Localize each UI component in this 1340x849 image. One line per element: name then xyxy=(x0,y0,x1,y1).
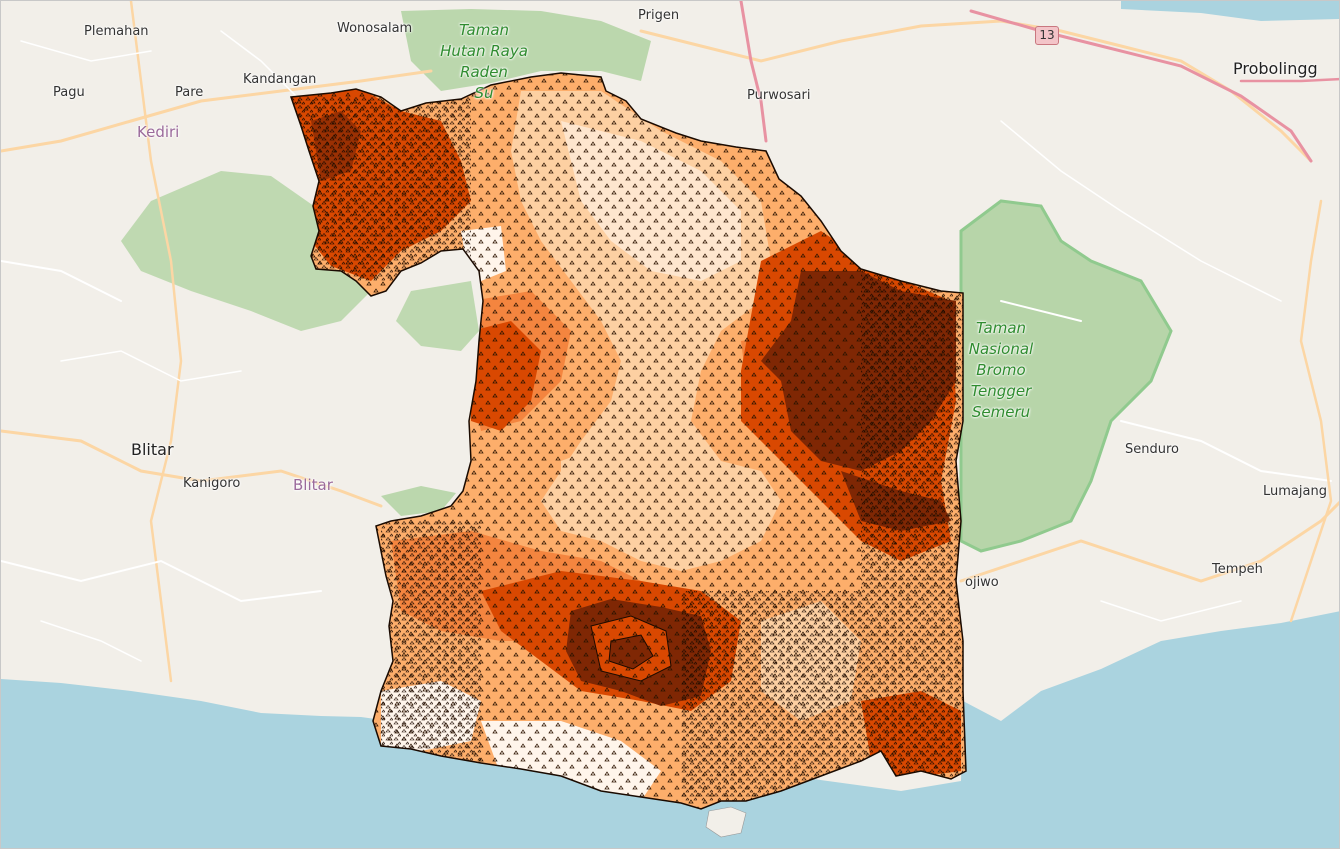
park-bromo xyxy=(959,199,1173,553)
place-label-blitar: Blitar xyxy=(131,440,174,459)
island xyxy=(705,806,747,838)
place-label-wonosalam: Wonosalam xyxy=(337,21,413,36)
place-label-pojiwo: ojiwo xyxy=(965,575,999,590)
place-label-plemahan: Plemahan xyxy=(84,24,149,39)
place-label-tempeh: Tempeh xyxy=(1212,562,1263,577)
park-line-4: Su xyxy=(474,84,494,102)
park-line-1: Taman xyxy=(458,21,510,39)
place-label-pare: Pare xyxy=(175,85,204,100)
park-line-1: Taman xyxy=(975,319,1027,337)
forest-arjuno xyxy=(401,9,651,91)
place-label-senduro: Senduro xyxy=(1125,442,1179,457)
road-network xyxy=(1,1,1339,683)
park-line-4: Tengger xyxy=(970,382,1032,400)
region-outline xyxy=(289,72,967,810)
place-label-pagu: Pagu xyxy=(53,85,85,100)
park-line-3: Bromo xyxy=(976,361,1026,379)
park-label-taman-hutan-raya: Taman Hutan Raya Raden Su xyxy=(429,20,539,104)
choropleth-region[interactable] xyxy=(281,61,981,821)
park-line-2: Hutan Raya xyxy=(440,42,528,60)
place-label-kandangan: Kandangan xyxy=(243,72,317,87)
forest-kawi xyxy=(396,281,479,351)
park-label-bromo-tengger-semeru: Taman Nasional Bromo Tengger Semeru xyxy=(951,318,1051,423)
place-label-lumajang: Lumajang xyxy=(1263,484,1327,499)
park-line-3: Raden xyxy=(460,63,508,81)
park-line-5: Semeru xyxy=(971,403,1031,421)
place-label-kanigoro: Kanigoro xyxy=(183,476,241,491)
forest-kelud xyxy=(121,171,371,331)
place-label-prigen: Prigen xyxy=(638,8,680,23)
sea-area-top-right xyxy=(1121,1,1339,21)
place-label-probolinggo: Probolingg xyxy=(1233,59,1318,78)
sea-area xyxy=(1,611,1339,848)
road-shield-13: 13 xyxy=(1035,26,1059,45)
admin-label-blitar: Blitar xyxy=(293,476,333,494)
forest-small xyxy=(381,486,456,516)
admin-label-kediri: Kediri xyxy=(137,123,180,141)
park-line-2: Nasional xyxy=(968,340,1034,358)
place-label-purwosari: Purwosari xyxy=(747,88,811,103)
